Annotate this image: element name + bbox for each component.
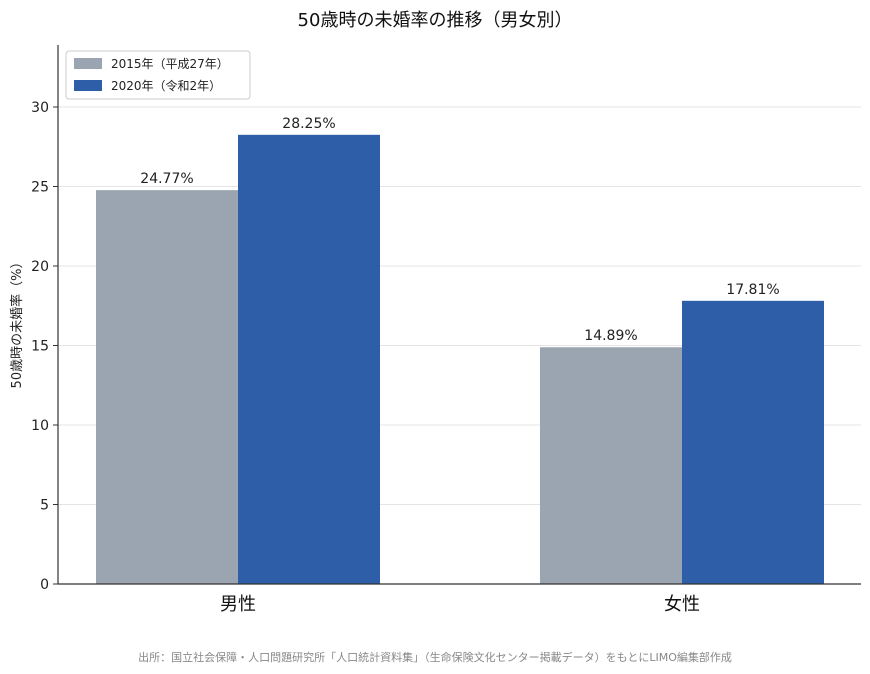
y-tick-label: 10 [31, 418, 49, 434]
legend-frame [65, 50, 251, 100]
chart-title: 50歳時の未婚率の推移（男女別） [298, 10, 573, 31]
bar [238, 134, 380, 584]
data-label: 17.81% [726, 282, 779, 298]
legend-swatch-2020 [74, 80, 102, 91]
y-tick-label: 5 [40, 498, 49, 514]
y-tick-label: 30 [31, 100, 49, 116]
x-axis-categories: 男性 女性 [220, 594, 700, 615]
bar [540, 347, 682, 584]
y-tick-label: 0 [40, 577, 49, 593]
data-label: 24.77% [140, 171, 193, 187]
bars [96, 134, 824, 585]
y-tick-label: 25 [31, 180, 49, 196]
y-tick-label: 20 [31, 259, 49, 275]
data-label: 14.89% [584, 328, 637, 344]
data-labels: 24.77% 28.25% 14.89% 17.81% [140, 116, 779, 344]
y-axis-ticks: 0 5 10 15 20 25 30 [31, 100, 58, 593]
legend-label-2015: 2015年（平成27年） [111, 57, 229, 71]
bar [682, 300, 824, 584]
bar [96, 190, 238, 585]
legend-swatch-2015 [74, 58, 102, 69]
source-note: 出所：国立社会保障・人口問題研究所「人口統計資料集」（生命保険文化センター掲載デ… [138, 650, 732, 664]
y-tick-label: 15 [31, 339, 49, 355]
data-label: 28.25% [282, 116, 335, 132]
x-category-label: 女性 [664, 594, 700, 615]
x-category-label: 男性 [220, 594, 256, 615]
y-axis-label: 50歳時の未婚率（%） [9, 256, 25, 389]
legend: 2015年（平成27年） 2020年（令和2年） [65, 50, 251, 100]
legend-label-2020: 2020年（令和2年） [111, 78, 221, 93]
